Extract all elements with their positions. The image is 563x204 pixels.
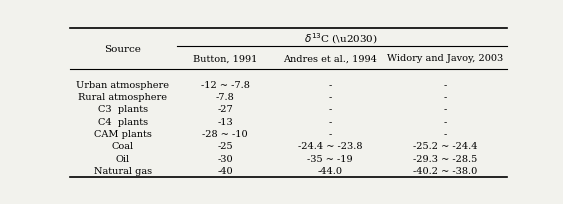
Text: -28 ~ -10: -28 ~ -10	[203, 129, 248, 138]
Text: -13: -13	[217, 117, 233, 126]
Text: CAM plants: CAM plants	[94, 129, 151, 138]
Text: -30: -30	[217, 154, 233, 163]
Text: -35 ~ -19: -35 ~ -19	[307, 154, 353, 163]
Text: $\delta^{13}$C (\u2030): $\delta^{13}$C (\u2030)	[304, 31, 378, 45]
Text: -44.0: -44.0	[318, 166, 342, 175]
Text: -: -	[328, 93, 332, 102]
Text: -: -	[444, 105, 447, 114]
Text: -: -	[328, 105, 332, 114]
Text: -: -	[328, 129, 332, 138]
Text: C3  plants: C3 plants	[97, 105, 148, 114]
Text: Coal: Coal	[111, 142, 134, 151]
Text: -25: -25	[217, 142, 233, 151]
Text: -40.2 ~ -38.0: -40.2 ~ -38.0	[413, 166, 478, 175]
Text: -: -	[444, 93, 447, 102]
Text: -: -	[444, 80, 447, 89]
Text: Urban atmosphere: Urban atmosphere	[76, 80, 169, 89]
Text: -40: -40	[217, 166, 233, 175]
Text: -: -	[328, 80, 332, 89]
Text: -27: -27	[217, 105, 233, 114]
Text: -25.2 ~ -24.4: -25.2 ~ -24.4	[413, 142, 478, 151]
Text: Widory and Javoy, 2003: Widory and Javoy, 2003	[387, 54, 504, 63]
Text: Oil: Oil	[115, 154, 130, 163]
Text: Rural atmosphere: Rural atmosphere	[78, 93, 167, 102]
Text: -: -	[444, 129, 447, 138]
Text: -24.4 ~ -23.8: -24.4 ~ -23.8	[298, 142, 362, 151]
Text: -7.8: -7.8	[216, 93, 235, 102]
Text: -29.3 ~ -28.5: -29.3 ~ -28.5	[413, 154, 478, 163]
Text: C4  plants: C4 plants	[97, 117, 148, 126]
Text: -: -	[328, 117, 332, 126]
Text: Source: Source	[104, 45, 141, 54]
Text: -12 ~ -7.8: -12 ~ -7.8	[201, 80, 250, 89]
Text: Andres et al., 1994: Andres et al., 1994	[283, 54, 377, 63]
Text: Button, 1991: Button, 1991	[193, 54, 257, 63]
Text: -: -	[444, 117, 447, 126]
Text: Natural gas: Natural gas	[93, 166, 152, 175]
